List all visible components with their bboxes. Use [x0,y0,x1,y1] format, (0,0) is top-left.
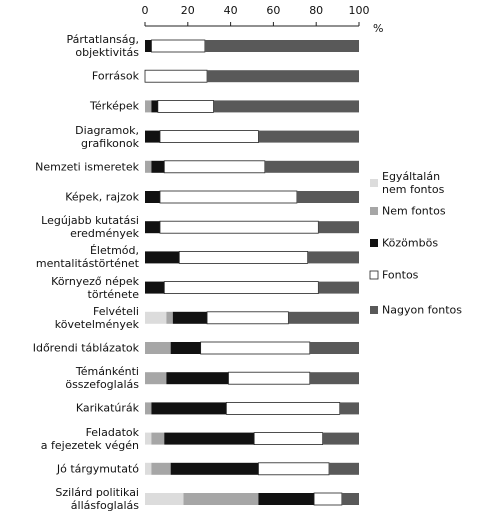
x-tick-label: 40 [223,4,238,17]
category-label: Időrendi táblázatok [32,341,139,355]
category-label: Szilárd politikai állásfoglalás [55,486,139,512]
bar-segment [288,311,359,324]
bar-segment [178,250,309,264]
category-label: Témánkénti összefoglalás [65,365,139,392]
bar-segment [151,160,165,173]
x-tick-label: 0 [141,4,149,17]
bar-segment [313,492,343,506]
bar-segment [258,493,315,505]
bar-segment [145,372,167,385]
bar-segment [166,311,173,324]
x-tick-label: 80 [309,4,324,17]
unit-label: % [373,22,384,35]
bar-segment [145,462,152,475]
category-label: Felvételi követelmények [54,304,139,331]
x-tick-label: 60 [266,4,281,17]
bar-segment [159,220,319,234]
bar-segment [253,432,324,446]
bar-segment [145,432,152,445]
bar-segment [309,342,359,354]
category-label: Pártatlanság, objektivitás [66,33,140,59]
category-label: Diagramok, grafikonok [75,123,139,150]
bar-segment [307,251,359,264]
legend-swatch [370,239,378,247]
bar-segment [163,281,319,295]
bar-segment [144,69,208,83]
bar-segment [145,493,184,505]
bar-segment [322,432,359,445]
bar-segment [213,100,359,113]
category-label: Feladatok a fejezetek végén [40,425,139,452]
bar-segment [163,160,266,174]
category-label: Képek, rajzok [65,190,139,204]
legend-label: Fontos [382,268,419,282]
legend-label: Egyáltalán nem fontos [382,170,445,196]
bar-segment [151,432,165,445]
bar-segment [258,462,330,476]
bar-segment [151,100,158,113]
bar-segment [204,40,359,52]
bar-segment [145,160,152,173]
bar-segment [151,39,206,53]
category-label: Életmód, mentalitástörténet [35,244,139,271]
bar-segment [172,311,208,324]
x-tick-label: 100 [348,4,370,17]
bar-segment [145,100,152,113]
bar-segment [159,130,259,144]
legend-label: Nagyon fontos [382,303,463,317]
category-label: Karikatúrák [75,401,139,415]
legend-swatch [370,306,378,314]
category-label: Térképek [89,99,139,113]
bar-segment [296,191,359,203]
bar-segment [145,342,171,354]
bar-segment [318,281,359,294]
legend-label: Közömbös [382,236,439,250]
category-label: Jó tárgymutató [56,462,139,476]
bar-segment [170,342,201,354]
bar-segment [183,493,259,505]
bar-segment [145,130,160,143]
bar-segment [164,432,255,445]
bar-segment [157,100,214,113]
bar-segment [339,402,359,415]
bar-segment [145,221,160,234]
bar-segment [200,341,311,355]
category-label: Nemzeti ismeretek [35,160,139,174]
bar-segment [151,402,227,415]
bar-segment [151,462,171,475]
bar-segment [145,402,152,415]
legend-label: Nem fontos [382,204,446,218]
bar-segment [258,130,359,143]
bar-segment [145,40,152,52]
category-label: Legújabb kutatási eredmények [41,214,139,241]
bar-segment [228,371,311,385]
bar-segment [225,401,341,415]
legend-swatch [370,179,378,187]
bar-segment [264,160,359,173]
bar-segment [159,190,298,204]
bar-segment [341,493,359,505]
bar-segment [145,191,160,203]
category-label: Környező népek története [51,274,139,301]
bar-segment [318,221,359,234]
bar-segment [170,462,259,475]
bar-segment [145,281,165,294]
bar-segment [207,70,359,83]
legend-swatch [370,207,378,215]
bar-segment [206,311,289,325]
category-label: Források [91,69,139,83]
x-tick-label: 20 [180,4,195,17]
bar-segment [145,251,180,264]
bar-segment [329,462,359,475]
legend-swatch [369,270,379,280]
bar-segment [145,311,167,324]
bar-segment [309,372,359,385]
bar-segment [166,372,229,385]
